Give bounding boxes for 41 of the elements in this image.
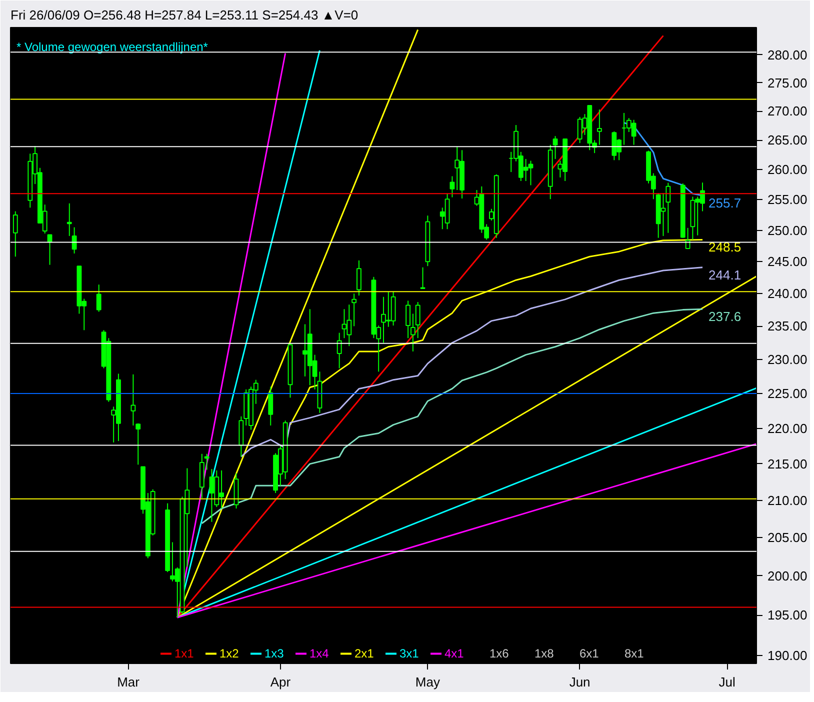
x-tick-label: Apr bbox=[270, 674, 292, 690]
legend-label: 1x1 bbox=[174, 646, 194, 661]
y-tick-label: 235.00 bbox=[768, 318, 808, 334]
legend-label: 1x2 bbox=[220, 646, 240, 661]
y-tick-label: 215.00 bbox=[768, 456, 808, 472]
data-label: 237.6 bbox=[708, 309, 742, 324]
y-tick-label: 245.00 bbox=[768, 254, 808, 270]
chart-title: Fri 26/06/09 O=256.48 H=257.84 L=253.11 S=254.43 ▲V=0 bbox=[10, 8, 358, 22]
y-tick-label: 205.00 bbox=[768, 530, 808, 546]
annotation: 1x6 bbox=[490, 646, 510, 661]
y-tick-label: 200.00 bbox=[768, 568, 808, 584]
y-tick-label: 190.00 bbox=[768, 648, 808, 663]
legend-label: 2x1 bbox=[354, 646, 374, 661]
y-tick-label: 210.00 bbox=[768, 492, 808, 508]
y-tick-label: 225.00 bbox=[768, 386, 808, 402]
legend-label: 1x3 bbox=[264, 646, 284, 661]
annotation: 6x1 bbox=[580, 646, 600, 661]
legend-label: 3x1 bbox=[400, 646, 420, 661]
y-tick-label: 270.00 bbox=[768, 104, 808, 119]
y-tick-label: 195.00 bbox=[768, 608, 808, 623]
x-tick-label: Jul bbox=[718, 674, 736, 690]
legend-label: 1x4 bbox=[310, 646, 330, 661]
y-tick-label: 280.00 bbox=[768, 47, 808, 62]
data-label: 244.1 bbox=[708, 267, 742, 282]
y-tick-label: 275.00 bbox=[768, 75, 808, 90]
text: * Volume gewogen weerstandlijnen* bbox=[16, 40, 208, 54]
legend-label: 4x1 bbox=[444, 646, 464, 661]
y-tick-label: 255.00 bbox=[768, 192, 808, 208]
data-label: 248.5 bbox=[708, 240, 742, 255]
x-tick-label: May bbox=[415, 674, 440, 690]
annotation: 1x8 bbox=[534, 646, 554, 661]
y-tick-label: 250.00 bbox=[768, 222, 808, 238]
y-tick-label: 265.00 bbox=[768, 132, 808, 148]
y-tick-label: 260.00 bbox=[768, 162, 808, 178]
y-tick-label: 240.00 bbox=[768, 286, 808, 302]
y-tick-label: 230.00 bbox=[768, 352, 808, 367]
y-tick-label: 220.00 bbox=[768, 420, 808, 436]
x-tick-label: Jun bbox=[569, 674, 590, 690]
data-label: 255.7 bbox=[708, 195, 742, 210]
x-tick-label: Mar bbox=[117, 674, 140, 690]
annotation: 8x1 bbox=[624, 646, 644, 661]
